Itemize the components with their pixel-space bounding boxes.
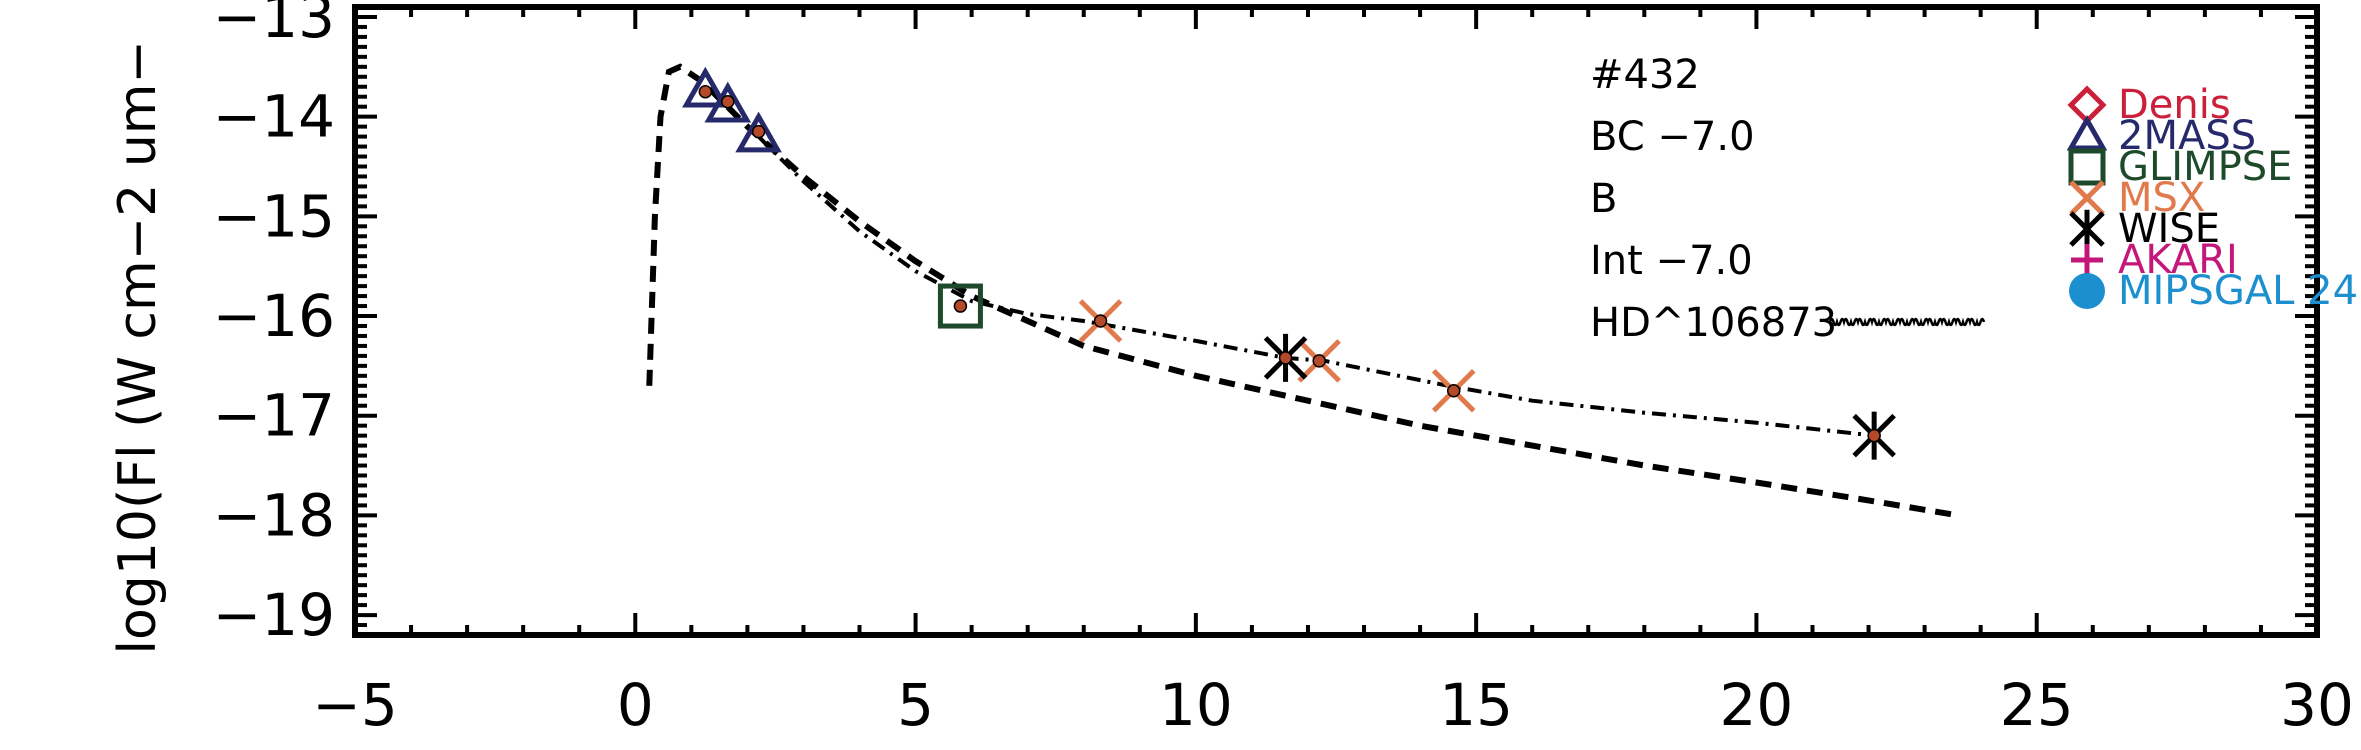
x-tick-label: 0 [617,671,654,739]
legend-label: MIPSGAL 24 [2118,268,2358,314]
flux-point [1312,354,1326,368]
legend-marker-triangle-shape [2066,114,2108,151]
annotation-text: BC −7.0 [1590,114,1755,160]
legend-marker-circle-shape [2069,273,2105,309]
flux-point [1867,428,1881,443]
legend-marker-circle [2069,273,2105,309]
x-tick-label: 20 [1720,671,1794,739]
data-point-triangle-shape [735,111,782,153]
x-tick-label: 30 [2280,671,2354,739]
data-point-triangle [682,66,729,108]
data-point-triangle [735,111,782,153]
flux-point [1278,351,1293,365]
y-tick-label: −13 [213,0,335,51]
model-curve-dashed [646,63,1959,519]
x-tick-label: 15 [1439,671,1513,739]
data-point-triangle [704,81,752,123]
legend-label: WISE [2118,206,2220,252]
legend-marker-triangle [2066,114,2108,151]
flux-point [953,299,968,313]
tick-labels-layer: −5 0 5 10 15 20 25 30 −19 −18 −17 −16 −15 −14 −13 [213,0,2354,739]
y-tick-label: −15 [213,182,335,250]
fit-curve-dashdot [757,135,1875,438]
legend-marker-x-stroke-b [2069,180,2105,216]
flux-point [721,94,735,109]
flux-point [751,124,766,139]
annotation-text: B [1590,176,1617,222]
legend-label: 2MASS [2118,113,2256,159]
plot-frame [352,4,2320,638]
flux-point [698,84,713,99]
annotations-layer: #432 BC −7.0 B Int −7.0 HD^106873 [1590,52,1986,346]
curves-layer [646,63,1959,519]
legend-label: MSX [2118,175,2205,221]
y-tick-label: −14 [213,83,335,151]
data-point-square [937,283,983,329]
annotation-wavy-line [1828,317,1986,327]
y-tick-label: −19 [213,581,335,649]
x-tick-label: 10 [1159,671,1233,739]
markers-layer [682,66,1896,460]
legend-label: GLIMPSE [2118,144,2292,190]
y-tick-label: −18 [213,481,335,549]
legend-marker-plus [2071,244,2103,276]
legend-marker-square-shape [2068,148,2106,186]
data-point-triangle-shape [682,66,729,108]
y-axis-label: log10(Fl (W cm−2 um− [108,40,168,654]
legend-label: Denis [2118,82,2231,128]
x-tick-label: 5 [897,671,934,739]
data-point-triangle-shape [704,81,752,123]
annotation-text: Int −7.0 [1590,238,1753,284]
legend-marker-square [2068,148,2106,186]
legend-label: AKARI [2118,237,2238,283]
x-tick-label: −5 [312,671,398,739]
annotation-text: HD^106873 [1590,300,1837,346]
flux-point [1093,314,1108,328]
y-tick-label: −17 [213,382,335,450]
flux-point [1446,384,1461,398]
annotation-text: #432 [1590,52,1700,98]
data-point-square-shape [937,283,983,329]
x-tick-label: 25 [2000,671,2074,739]
y-tick-label: −16 [213,282,335,350]
legend-marker-x [2069,180,2105,216]
legend-marker-asterisk [2069,209,2105,249]
